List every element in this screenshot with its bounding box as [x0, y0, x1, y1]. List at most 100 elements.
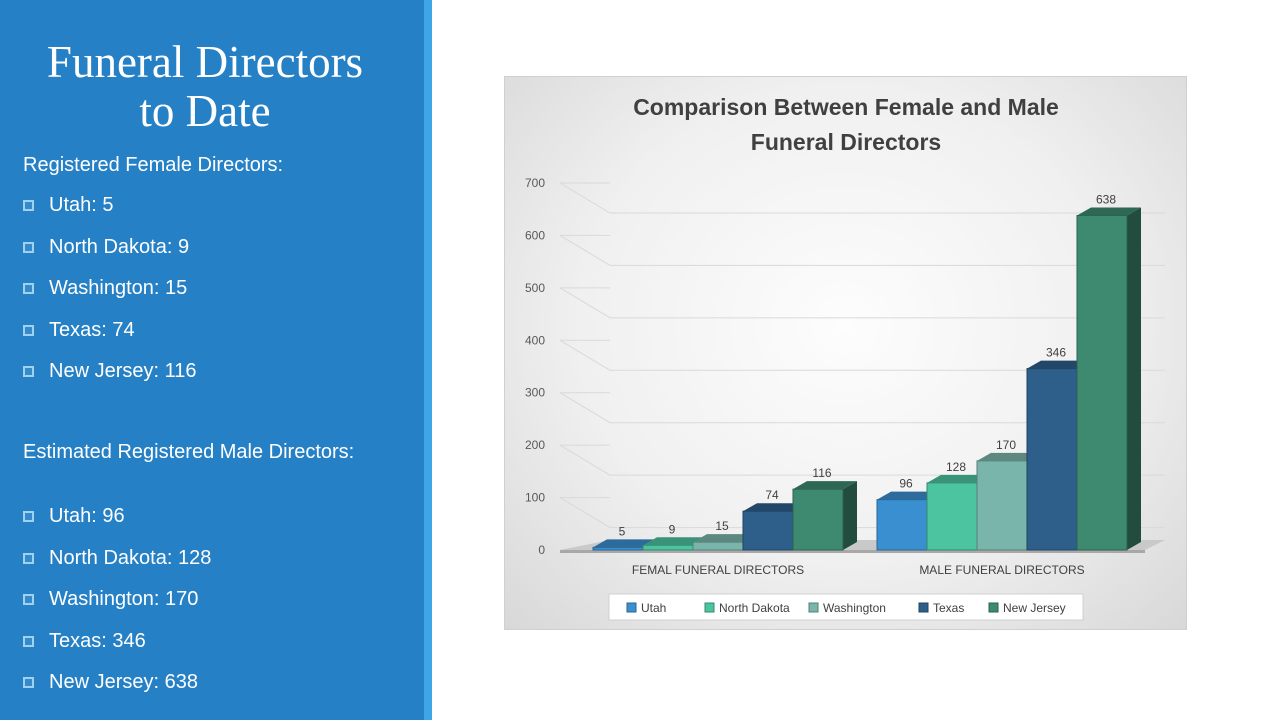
y-tick-label: 100 [525, 491, 545, 505]
sidebar-accent-stripe [424, 0, 432, 720]
y-tick-label: 0 [538, 543, 545, 557]
bar-chart: Comparison Between Female and Male Funer… [525, 94, 1165, 621]
female-item-utah: Utah: 5 [23, 185, 196, 227]
checkbox-bullet-icon [23, 241, 34, 253]
data-label: 346 [1046, 346, 1066, 360]
data-label: 9 [669, 522, 676, 536]
data-label: 15 [715, 519, 729, 533]
y-tick-label: 500 [525, 281, 545, 295]
bar-top-new-jersey [1077, 207, 1141, 216]
female-item-new-jersey: New Jersey: 116 [23, 351, 196, 393]
bullet-text: Washington: 170 [49, 588, 199, 611]
legend-label-washington: Washington [823, 601, 886, 615]
male-item-texas: Texas: 346 [23, 621, 211, 663]
male-item-north-dakota: North Dakota: 128 [23, 538, 211, 580]
y-tick-label: 200 [525, 438, 545, 452]
bar-texas [742, 510, 794, 551]
checkbox-bullet-icon [23, 366, 34, 378]
chart-floor-edge [560, 550, 1145, 553]
bullet-text: Texas: 74 [49, 318, 135, 341]
bar-north-dakota [926, 482, 978, 551]
gridline-depth [559, 392, 611, 424]
data-label: 74 [765, 488, 779, 502]
legend-label-texas: Texas [933, 601, 964, 615]
data-label: 170 [996, 438, 1016, 452]
legend-swatch-texas [918, 602, 929, 613]
bar-new-jersey [792, 488, 844, 551]
y-tick-label: 600 [525, 228, 545, 242]
bar-top-north-dakota [927, 474, 991, 483]
y-tick-label: 700 [525, 176, 545, 190]
male-bullet-list: Utah: 96 North Dakota: 128 Washington: 1… [23, 496, 211, 704]
bar-side-new-jersey [1127, 207, 1141, 550]
data-label: 128 [946, 460, 966, 474]
bullet-text: Utah: 96 [49, 505, 125, 528]
slide-title-line2: to Date [139, 86, 271, 136]
gridline-depth [559, 497, 611, 529]
legend-label-utah: Utah [641, 601, 666, 615]
chart-frame: Comparison Between Female and Male Funer… [504, 76, 1187, 630]
male-item-washington: Washington: 170 [23, 579, 211, 621]
y-tick-label: 400 [525, 333, 545, 347]
female-item-texas: Texas: 74 [23, 310, 196, 352]
bar-top-new-jersey [793, 481, 857, 490]
bar-new-jersey [1076, 215, 1128, 551]
bar-utah [592, 546, 644, 551]
bullet-text: North Dakota: 9 [49, 235, 190, 258]
gridline-depth [559, 182, 611, 214]
female-section-heading: Registered Female Directors: [23, 154, 284, 176]
male-item-new-jersey: New Jersey: 638 [23, 662, 211, 704]
checkbox-bullet-icon [23, 200, 34, 212]
bar-top-washington [693, 534, 757, 543]
checkbox-bullet-icon [23, 635, 34, 647]
slide-title-line1: Funeral Directors [46, 37, 364, 87]
bar-washington [976, 460, 1028, 551]
bar-north-dakota [642, 544, 694, 551]
slide-title: Funeral Directors to Date [0, 38, 410, 136]
gridline-depth [559, 339, 611, 371]
bullet-text: New Jersey: 116 [49, 360, 197, 383]
data-label: 116 [812, 466, 831, 480]
male-item-utah: Utah: 96 [23, 496, 211, 538]
chart-title-line2: Funeral Directors [751, 129, 941, 155]
checkbox-bullet-icon [23, 283, 34, 295]
data-label: 96 [899, 477, 913, 491]
bar-texas [1026, 368, 1078, 551]
y-tick-label: 300 [525, 386, 545, 400]
gridline-depth [559, 287, 611, 319]
bar-top-north-dakota [643, 537, 707, 546]
bullet-text: Texas: 346 [49, 629, 146, 652]
bar-top-utah [877, 491, 941, 500]
legend-swatch-north-dakota [704, 602, 715, 613]
bar-top-texas [743, 503, 807, 512]
checkbox-bullet-icon [23, 552, 34, 564]
bar-top-washington [977, 452, 1041, 461]
legend-label-new-jersey: New Jersey [1003, 601, 1066, 615]
male-section-heading: Estimated Registered Male Directors: [23, 441, 355, 463]
checkbox-bullet-icon [23, 594, 34, 606]
checkbox-bullet-icon [23, 677, 34, 689]
data-label: 638 [1096, 193, 1116, 207]
female-bullet-list: Utah: 5 North Dakota: 9 Washington: 15 T… [23, 185, 196, 393]
x-category-label: MALE FUNERAL DIRECTORS [919, 563, 1084, 577]
bullet-text: Washington: 15 [49, 277, 188, 300]
bullet-text: North Dakota: 128 [49, 546, 212, 569]
female-item-north-dakota: North Dakota: 9 [23, 227, 196, 269]
legend-swatch-utah [626, 602, 637, 613]
bar-top-texas [1027, 360, 1091, 369]
checkbox-bullet-icon [23, 511, 34, 523]
female-item-washington: Washington: 15 [23, 268, 196, 310]
data-label: 5 [619, 524, 626, 538]
gridline-depth [559, 444, 611, 476]
chart-title-line1: Comparison Between Female and Male [633, 94, 1059, 120]
checkbox-bullet-icon [23, 324, 34, 336]
bullet-text: New Jersey: 638 [49, 671, 198, 694]
bar-top-utah [593, 539, 657, 548]
bar-utah [876, 499, 928, 551]
sidebar-panel [0, 0, 424, 720]
legend-label-north-dakota: North Dakota [719, 601, 790, 615]
bar-side-new-jersey [843, 481, 857, 550]
legend-swatch-washington [808, 602, 819, 613]
legend-swatch-new-jersey [988, 602, 999, 613]
gridline-depth [559, 234, 611, 266]
